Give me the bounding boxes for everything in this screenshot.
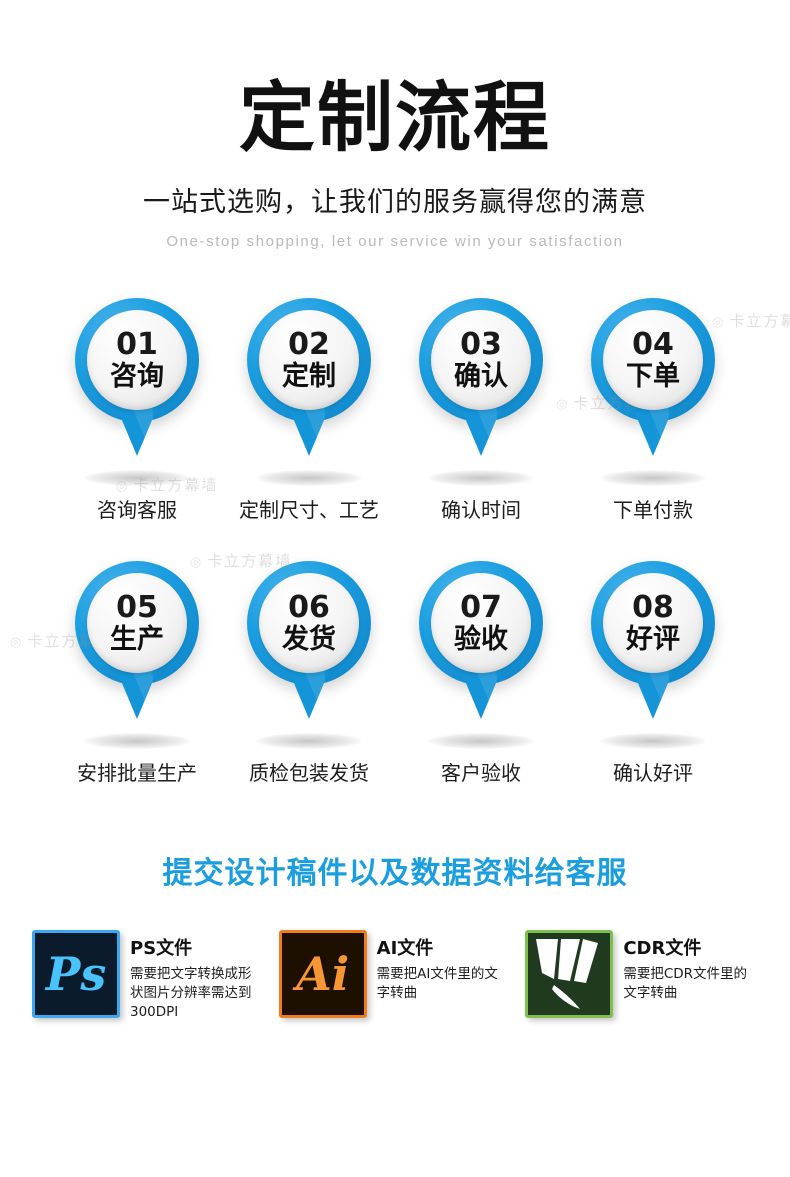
- format-text-cdr: CDR文件 需要把CDR文件里的文字转曲: [623, 930, 755, 1003]
- step-caption: 质检包装发货: [249, 760, 369, 785]
- pin-inner-circle: 06 发货: [259, 572, 359, 673]
- step-number: 07: [460, 589, 502, 625]
- step-word: 下单: [626, 360, 680, 392]
- file-format-list: Ps PS文件 需要把文字转换成形状图片分辨率需达到300DPI Ai AI文件…: [0, 929, 790, 1022]
- pin-shadow-icon: [600, 469, 706, 486]
- step-word: 验收: [454, 623, 508, 655]
- step-word: 确认: [454, 360, 508, 392]
- step-caption: 确认时间: [441, 497, 521, 522]
- pin-inner-circle: 07 验收: [431, 572, 531, 673]
- step-number: 06: [288, 589, 330, 625]
- pin-shadow-icon: [84, 732, 190, 749]
- step-caption: 咨询客服: [97, 497, 177, 522]
- step-number: 04: [632, 326, 674, 362]
- pin-marker-02: 02 定制: [234, 297, 384, 498]
- format-title: AI文件: [376, 937, 434, 959]
- process-steps-row-1: 01 咨询 咨询客服 02 定制 定制尺寸、工艺 03 确认 确认时间: [0, 297, 790, 523]
- step-item-04: 04 下单 下单付款: [578, 297, 728, 523]
- pin-shadow-icon: [428, 732, 534, 749]
- format-item-cdr: CDR文件 需要把CDR文件里的文字转曲: [525, 929, 758, 1022]
- pin-inner-circle: 03 确认: [431, 309, 531, 410]
- pin-shadow-icon: [256, 469, 362, 486]
- step-word: 生产: [110, 623, 164, 655]
- step-caption: 确认好评: [613, 760, 693, 785]
- step-item-07: 07 验收 客户验收: [406, 560, 556, 786]
- subtitle-english: One-stop shopping, let our service win y…: [166, 232, 624, 250]
- pin-inner-circle: 01 咨询: [87, 309, 187, 410]
- step-item-05: 05 生产 安排批量生产: [62, 560, 212, 786]
- step-item-03: 03 确认 确认时间: [406, 297, 556, 523]
- pin-shadow-icon: [428, 469, 534, 486]
- pin-marker-06: 06 发货: [234, 560, 384, 761]
- step-number: 01: [116, 326, 158, 362]
- pin-marker-03: 03 确认: [406, 297, 556, 498]
- page-header: 定制流程 一站式选购，让我们的服务赢得您的满意 One-stop shoppin…: [0, 0, 790, 250]
- photoshop-glyph: Ps: [45, 946, 107, 1001]
- step-item-08: 08 好评 确认好评: [578, 560, 728, 786]
- pin-marker-01: 01 咨询: [62, 297, 212, 498]
- step-caption: 下单付款: [613, 497, 693, 522]
- step-item-01: 01 咨询 咨询客服: [62, 297, 212, 523]
- pin-shadow-icon: [256, 732, 362, 749]
- step-number: 05: [116, 589, 158, 625]
- step-number: 02: [288, 326, 330, 362]
- pin-inner-circle: 05 生产: [87, 572, 187, 673]
- step-word: 咨询: [110, 360, 164, 392]
- pin-marker-07: 07 验收: [406, 560, 556, 761]
- step-caption: 客户验收: [441, 760, 521, 785]
- pin-inner-circle: 08 好评: [603, 572, 703, 673]
- coreldraw-icon: [525, 929, 614, 1018]
- step-item-06: 06 发货 质检包装发货: [234, 560, 384, 786]
- process-steps-row-2: 05 生产 安排批量生产 06 发货 质检包装发货 07 验收 客户验收: [0, 560, 790, 786]
- illustrator-icon: Ai: [278, 929, 367, 1018]
- photoshop-icon: Ps: [32, 929, 120, 1018]
- submit-instruction: 提交设计稿件以及数据资料给客服: [162, 855, 628, 891]
- step-number: 03: [460, 326, 502, 362]
- pin-inner-circle: 02 定制: [259, 309, 359, 410]
- pin-marker-04: 04 下单: [578, 297, 728, 498]
- format-item-ai: Ai AI文件 需要把AI文件里的文字转曲: [278, 929, 512, 1022]
- page-title: 定制流程: [239, 73, 551, 162]
- illustrator-glyph: Ai: [296, 946, 350, 1001]
- format-description: 需要把AI文件里的文字转曲: [376, 965, 498, 1001]
- step-number: 08: [632, 589, 674, 625]
- pin-shadow-icon: [600, 732, 706, 749]
- format-text-ai: AI文件 需要把AI文件里的文字转曲: [377, 930, 509, 1003]
- step-caption: 安排批量生产: [77, 760, 197, 785]
- step-item-02: 02 定制 定制尺寸、工艺: [234, 297, 384, 523]
- format-title: CDR文件: [623, 937, 702, 959]
- coreldraw-balloon-glyph: [536, 938, 599, 1009]
- step-word: 好评: [626, 623, 680, 655]
- step-caption: 定制尺寸、工艺: [239, 497, 379, 522]
- pin-inner-circle: 04 下单: [603, 309, 703, 410]
- format-item-ps: Ps PS文件 需要把文字转换成形状图片分辨率需达到300DPI: [32, 929, 265, 1022]
- step-word: 定制: [282, 360, 336, 392]
- format-description: 需要把CDR文件里的文字转曲: [623, 965, 748, 1001]
- pin-marker-05: 05 生产: [62, 560, 212, 761]
- format-title: PS文件: [130, 937, 193, 959]
- pin-marker-08: 08 好评: [578, 560, 728, 761]
- pin-shadow-icon: [84, 469, 190, 486]
- step-word: 发货: [282, 623, 336, 655]
- format-text-ps: PS文件 需要把文字转换成形状图片分辨率需达到300DPI: [130, 930, 262, 1022]
- subtitle-chinese: 一站式选购，让我们的服务赢得您的满意: [143, 186, 647, 218]
- format-description: 需要把文字转换成形状图片分辨率需达到300DPI: [130, 965, 252, 1021]
